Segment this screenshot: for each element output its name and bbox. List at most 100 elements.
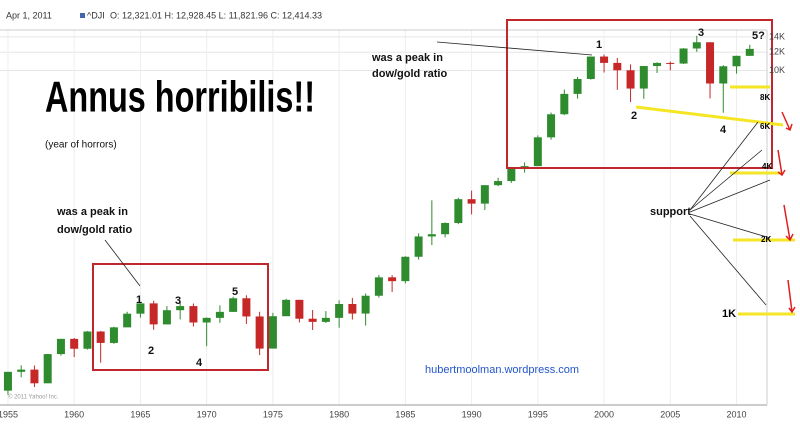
candle-body — [560, 93, 569, 115]
highlight-box — [506, 19, 773, 169]
candle-body — [321, 317, 330, 322]
x-tick-label: 1980 — [329, 409, 349, 419]
candle-body — [229, 298, 238, 312]
legend-swatch — [80, 13, 85, 18]
x-tick-label: 1970 — [197, 409, 217, 419]
candle-body — [401, 256, 410, 282]
candle-body — [547, 114, 556, 138]
support-level: 4K — [762, 162, 772, 171]
candle-body — [361, 295, 370, 314]
wave-label: 2 — [148, 345, 154, 357]
candle-body — [96, 331, 105, 343]
y-tick-label: 10K — [769, 65, 785, 75]
candle-body — [653, 62, 662, 67]
candle-body — [268, 316, 277, 349]
candle-body — [162, 310, 171, 325]
candle-body — [43, 354, 52, 384]
headline: Annus horribilis!! — [45, 73, 315, 122]
candle-body — [613, 62, 622, 71]
wave-label: 5? — [752, 30, 765, 42]
candle-body — [427, 234, 436, 237]
note: dow/gold ratio — [372, 68, 447, 80]
candle-body — [374, 277, 383, 296]
candle-body — [308, 318, 317, 322]
note: was a peak in — [56, 206, 128, 218]
candle-body — [149, 303, 158, 325]
y-tick-label: 12K — [769, 47, 785, 57]
x-tick-label: 1955 — [0, 409, 18, 419]
red-arrow — [777, 149, 786, 177]
candle-body — [600, 56, 609, 63]
candle-body — [3, 371, 12, 391]
candle-body — [626, 70, 635, 89]
candle-body — [692, 42, 701, 49]
plot — [0, 30, 767, 405]
support-label: support — [650, 206, 691, 218]
support-level: 2K — [761, 235, 771, 244]
arrow — [689, 149, 763, 211]
arrow — [436, 41, 593, 56]
candle-body — [719, 66, 728, 84]
candle-body — [480, 185, 489, 204]
x-tick-label: 1960 — [64, 409, 84, 419]
candle-body — [123, 313, 132, 328]
arrow — [689, 179, 771, 213]
candle-body — [441, 223, 450, 235]
header-date: Apr 1, 2011 — [6, 10, 52, 20]
wave-label: 3 — [175, 295, 181, 307]
y-tick-label: 14K — [769, 31, 785, 41]
candle-body — [586, 56, 595, 79]
candle-body — [176, 306, 185, 311]
arrow — [104, 239, 141, 287]
candle-body — [335, 304, 344, 318]
wave-label: 1 — [596, 39, 602, 51]
candle-body — [414, 236, 423, 257]
candle-body — [109, 327, 118, 343]
note: dow/gold ratio — [57, 224, 132, 236]
arrows — [104, 41, 771, 306]
candle-body — [745, 48, 754, 56]
candle-body — [136, 303, 145, 314]
x-tick-label: 1975 — [263, 409, 283, 419]
candle-body — [573, 78, 582, 94]
red-arrow — [783, 204, 794, 242]
wave-label: 3 — [698, 27, 704, 39]
candle-body — [255, 316, 264, 349]
x-tick-label: 1965 — [130, 409, 150, 419]
candle-body — [189, 306, 198, 323]
support-line — [635, 105, 784, 127]
note: was a peak in — [371, 52, 443, 64]
x-tick-label: 1990 — [462, 409, 482, 419]
wave-label: 5 — [232, 286, 238, 298]
candle-body — [467, 199, 476, 204]
x-tick-label: 2010 — [727, 409, 747, 419]
wave-label: 4 — [720, 124, 727, 136]
red-arrow — [781, 111, 793, 132]
support-level: 1K — [722, 308, 736, 320]
candle-body — [507, 168, 516, 182]
candle-body — [732, 55, 741, 67]
candle-body — [83, 331, 92, 349]
highlight-box — [92, 263, 269, 371]
wave-label: 1 — [136, 294, 142, 306]
wave-label: 4 — [196, 357, 203, 369]
header-symbol: ^DJI — [87, 10, 105, 20]
header-ohlc: O: 12,321.01 H: 12,928.45 L: 11,821.96 C… — [110, 10, 322, 20]
x-tick-label: 2005 — [660, 409, 680, 419]
candle-body — [533, 137, 542, 167]
candle-body — [56, 338, 65, 355]
candle-body — [70, 338, 79, 349]
support-level: 6K — [760, 122, 770, 131]
red-arrow — [787, 279, 796, 314]
copyright: © 2011 Yahoo! Inc. — [8, 394, 59, 401]
support-lines — [635, 85, 795, 316]
candle-body — [282, 299, 291, 317]
candle-body — [202, 317, 211, 323]
candle-body — [348, 304, 357, 314]
watermark: hubertmoolman.wordpress.com — [425, 364, 579, 376]
arrow — [689, 213, 771, 239]
candle-body — [17, 369, 26, 372]
arrow — [689, 121, 759, 211]
candle-body — [494, 181, 503, 186]
